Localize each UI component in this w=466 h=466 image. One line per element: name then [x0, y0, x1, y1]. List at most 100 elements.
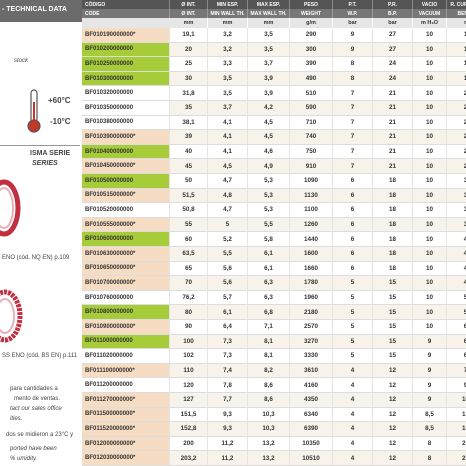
code-cell: BF010390000000*	[82, 130, 170, 145]
value-cell: 203,2	[170, 451, 208, 466]
value-cell: 4350	[290, 393, 333, 408]
note: dos se midieron a 23°C y	[6, 432, 74, 438]
value-cell: 2100	[447, 451, 466, 466]
value-cell: 4,5	[248, 115, 290, 131]
code-cell: BF010350000000	[82, 101, 170, 116]
value-cell: 110	[447, 28, 466, 43]
value-cell: 3270	[290, 334, 333, 350]
value-cell: 8,6	[248, 378, 290, 393]
stock-note: stock	[14, 58, 29, 64]
value-cell: 2100	[447, 436, 466, 452]
value-cell: 10	[413, 261, 447, 277]
unit: g/m	[290, 18, 333, 28]
value-cell: 5,3	[248, 174, 290, 189]
value-cell: 60	[170, 232, 208, 247]
value-cell: 1300	[447, 407, 466, 423]
value-cell: 170	[447, 57, 466, 72]
value-cell: 5	[333, 290, 373, 306]
value-cell: 3330	[290, 349, 333, 364]
value-cell: 10	[413, 101, 447, 116]
value-cell: 15	[373, 290, 413, 306]
note: % umidity.	[10, 456, 38, 462]
value-cell: 10	[413, 115, 447, 131]
value-cell: 290	[290, 28, 333, 43]
value-cell: 5,6	[208, 276, 248, 291]
header-es: Ø INT.	[170, 0, 208, 9]
value-cell: 55	[170, 217, 208, 233]
code-cell: BF010300000000	[82, 71, 170, 87]
code-cell: BF010600000000	[82, 232, 170, 247]
value-cell: 510	[290, 86, 333, 101]
value-cell: 6,4	[208, 320, 248, 335]
thermometer-icon	[27, 89, 41, 133]
value-cell: 4	[333, 363, 373, 379]
header-en: B.P.	[373, 9, 413, 18]
unit: bar	[333, 18, 373, 28]
value-cell: 9	[413, 378, 447, 393]
header-en: BENDING	[447, 9, 466, 18]
hose-image	[0, 289, 23, 343]
value-cell: 10	[413, 203, 447, 218]
note: ported have been	[10, 446, 57, 452]
value-cell: 5,2	[208, 232, 248, 247]
value-cell: 2570	[290, 320, 333, 335]
value-cell: 6	[333, 174, 373, 189]
value-cell: 12	[373, 451, 413, 466]
value-cell: 1300	[447, 422, 466, 437]
value-cell: 5	[333, 320, 373, 335]
value-cell: 750	[290, 144, 333, 160]
value-cell: 18	[373, 188, 413, 204]
value-cell: 110	[447, 42, 466, 58]
code-cell: BF011100000000*	[82, 363, 170, 379]
code-cell: BF010450000000*	[82, 159, 170, 174]
value-cell: 5,5	[208, 247, 248, 262]
value-cell: 6	[333, 203, 373, 218]
value-cell: 21	[373, 159, 413, 174]
code-cell: BF010700000000*	[82, 276, 170, 291]
value-cell: 455	[447, 261, 466, 277]
value-cell: 1130	[290, 188, 333, 204]
value-cell: 6,1	[248, 247, 290, 262]
header-en: MAX WALL TH.	[248, 9, 290, 18]
value-cell: 230	[447, 86, 466, 101]
value-cell: 6,8	[248, 305, 290, 320]
value-cell: 4	[333, 436, 373, 452]
temp-max: +60°C	[48, 96, 71, 105]
value-cell: 6	[333, 217, 373, 233]
value-cell: 6	[333, 232, 373, 247]
code-cell: BF010400000000	[82, 144, 170, 160]
value-cell: 10	[413, 320, 447, 335]
value-cell: 9	[413, 334, 447, 350]
value-cell: 12	[373, 407, 413, 423]
value-cell: 7,1	[248, 320, 290, 335]
value-cell: 70	[170, 276, 208, 291]
value-cell: 30	[170, 71, 208, 87]
value-cell: 1600	[290, 247, 333, 262]
value-cell: 9	[413, 393, 447, 408]
value-cell: 6390	[290, 422, 333, 437]
unit: mm	[208, 18, 248, 28]
value-cell: 31,8	[170, 86, 208, 101]
value-cell: 9	[333, 42, 373, 58]
value-cell: 4160	[290, 378, 333, 393]
value-cell: 6	[333, 247, 373, 262]
value-cell: 50	[170, 174, 208, 189]
value-cell: 7,4	[208, 363, 248, 379]
value-cell: 1660	[290, 261, 333, 277]
value-cell: 152,8	[170, 422, 208, 437]
value-cell: 9,3	[208, 407, 248, 423]
value-cell: 8	[333, 71, 373, 87]
value-cell: 4	[333, 378, 373, 393]
value-cell: 10	[413, 188, 447, 204]
value-cell: 7	[333, 130, 373, 145]
unit: mm	[170, 18, 208, 28]
value-cell: 1780	[290, 276, 333, 291]
value-cell: 120	[170, 378, 208, 393]
note: para cantidades a	[10, 386, 58, 392]
value-cell: 4,1	[208, 130, 248, 145]
value-cell: 6,1	[248, 261, 290, 277]
value-cell: 10	[413, 174, 447, 189]
value-cell: 10,3	[248, 422, 290, 437]
value-cell: 10	[413, 232, 447, 247]
value-cell: 18	[373, 232, 413, 247]
